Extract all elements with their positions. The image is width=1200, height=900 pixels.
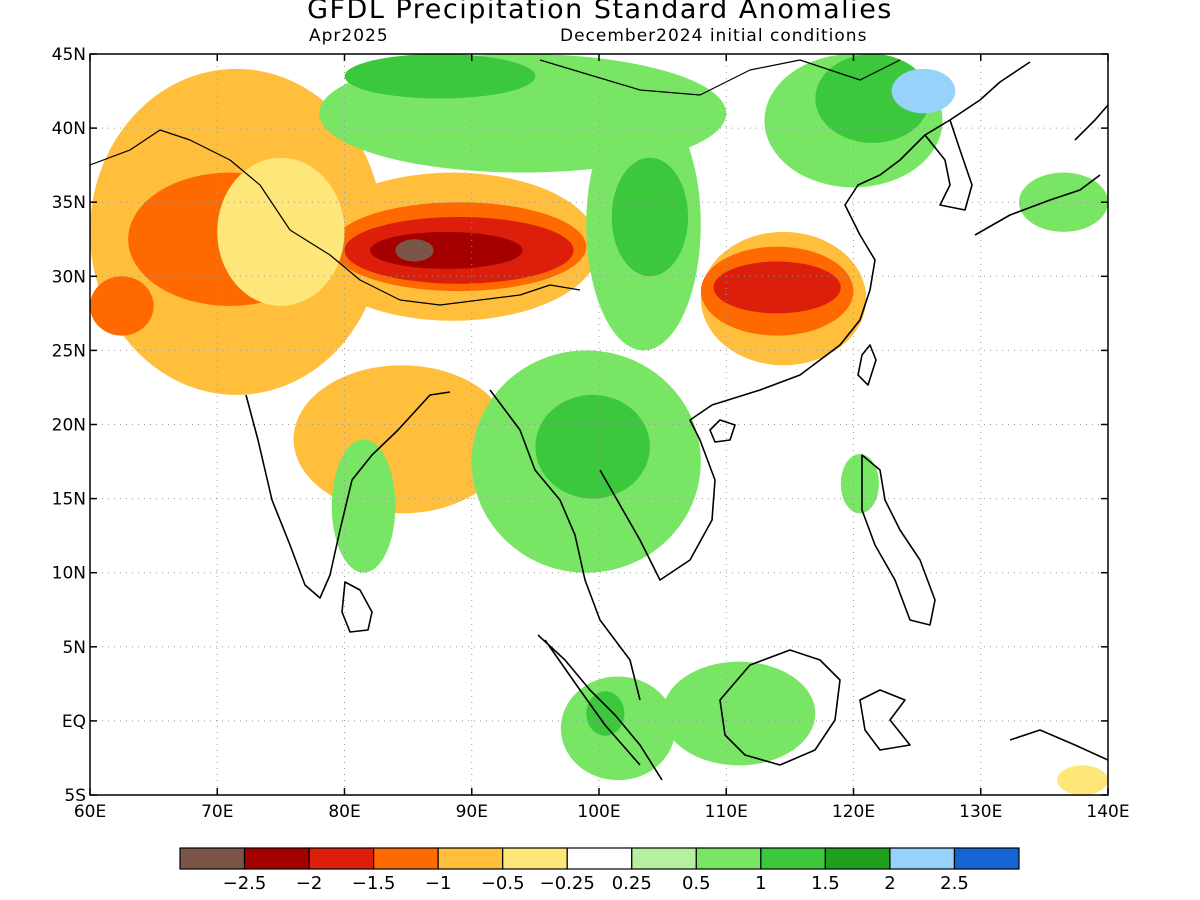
- lon-label: 140E: [1086, 802, 1129, 822]
- lat-label: 40N: [52, 119, 86, 139]
- lon-label: 90E: [456, 802, 488, 822]
- lon-label: 100E: [577, 802, 620, 822]
- lat-label: 5S: [64, 786, 86, 806]
- colorbar-label: −2.5: [223, 873, 267, 894]
- colorbar-label: 2.5: [940, 873, 969, 894]
- colorbar-label: −2: [296, 873, 323, 894]
- korea-outline: [924, 119, 973, 211]
- anomaly-patch: [535, 394, 650, 499]
- lat-label: 10N: [52, 564, 86, 584]
- init-conditions-label: December2024 initial conditions: [560, 26, 868, 46]
- lon-label: 60E: [74, 802, 106, 822]
- indochina-coastline: [489, 389, 716, 701]
- lon-label: 80E: [328, 802, 360, 822]
- colorbar-label: −0.25: [540, 873, 595, 894]
- colorbar-label: 1: [755, 873, 766, 894]
- anomaly-patch: [1057, 765, 1108, 795]
- colorbar-swatch: [179, 847, 246, 870]
- tibet-border: [289, 229, 581, 306]
- lat-label: 15N: [52, 490, 86, 510]
- colorbar-swatch: [502, 847, 568, 870]
- colorbar-swatch: [437, 847, 504, 870]
- anomaly-patch: [662, 661, 816, 766]
- colorbar-swatch: [695, 847, 762, 870]
- anomaly-patch: [611, 157, 689, 277]
- lat-label: 5N: [62, 638, 86, 658]
- lon-label: 130E: [959, 802, 1002, 822]
- anomaly-patch: [344, 54, 536, 99]
- colorbar-label: 2: [884, 873, 895, 894]
- india-coastline: [245, 391, 451, 599]
- map-title: GFDL Precipitation Standard Anomalies: [307, 0, 893, 25]
- colorbar-swatch: [308, 847, 375, 870]
- central-asia-border: [90, 129, 291, 231]
- hainan-outline: [709, 419, 736, 443]
- lat-label: 20N: [52, 416, 86, 436]
- colorbar-swatch: [243, 847, 310, 870]
- anomaly-patch: [369, 231, 523, 269]
- new-guinea-outline: [1009, 729, 1108, 761]
- colorbar-swatch: [760, 847, 826, 870]
- colorbar-swatch: [373, 847, 439, 870]
- colorbar: −2.5 −2 −1.5 −1 −0.5 −0.25 0.25 0.5 1 1.5 2 2.5: [179, 847, 1020, 894]
- anomaly-patch: [395, 239, 434, 262]
- anomaly-patch: [217, 157, 345, 306]
- colorbar-label: 0.5: [682, 873, 711, 894]
- anomaly-patch: [90, 276, 154, 336]
- colorbar-swatch: [889, 847, 956, 870]
- china-coastline: [711, 61, 1031, 406]
- lat-label: EQ: [62, 712, 86, 732]
- anomaly-patch: [840, 454, 879, 514]
- anomaly-patch: [331, 439, 396, 573]
- lat-label: 45N: [52, 45, 86, 65]
- lat-label: 25N: [52, 341, 86, 361]
- sulawesi-outline: [859, 689, 911, 751]
- lat-label: 30N: [52, 267, 86, 287]
- valid-month-label: Apr2025: [309, 26, 389, 46]
- anomaly-patch: [1018, 172, 1108, 232]
- colorbar-label: 0.25: [612, 873, 652, 894]
- mongolia-border: [539, 59, 901, 96]
- colorbar-swatch: [953, 847, 1020, 870]
- colorbar-swatch: [566, 847, 633, 870]
- borneo-outline: [719, 649, 841, 766]
- lon-label: 110E: [705, 802, 748, 822]
- japan-outline: [974, 104, 1108, 236]
- lon-label: 120E: [832, 802, 875, 822]
- colorbar-swatch: [824, 847, 891, 870]
- colorbar-label: 1.5: [811, 873, 840, 894]
- philippines-outline: [861, 454, 936, 626]
- colorbar-label: −0.5: [481, 873, 525, 894]
- lon-label: 70E: [201, 802, 233, 822]
- sri-lanka-outline: [341, 581, 373, 633]
- coastlines: [90, 59, 1108, 781]
- taiwan-outline: [857, 344, 877, 386]
- colorbar-swatch: [631, 847, 697, 870]
- anomaly-patch: [891, 68, 956, 114]
- anomaly-patch: [586, 691, 625, 736]
- anomaly-fields: [90, 54, 1108, 795]
- colorbar-label: −1: [425, 873, 452, 894]
- anomaly-patch: [713, 261, 841, 314]
- sumatra-outline: [537, 634, 663, 781]
- colorbar-label: −1.5: [352, 873, 396, 894]
- lat-label: 35N: [52, 193, 86, 213]
